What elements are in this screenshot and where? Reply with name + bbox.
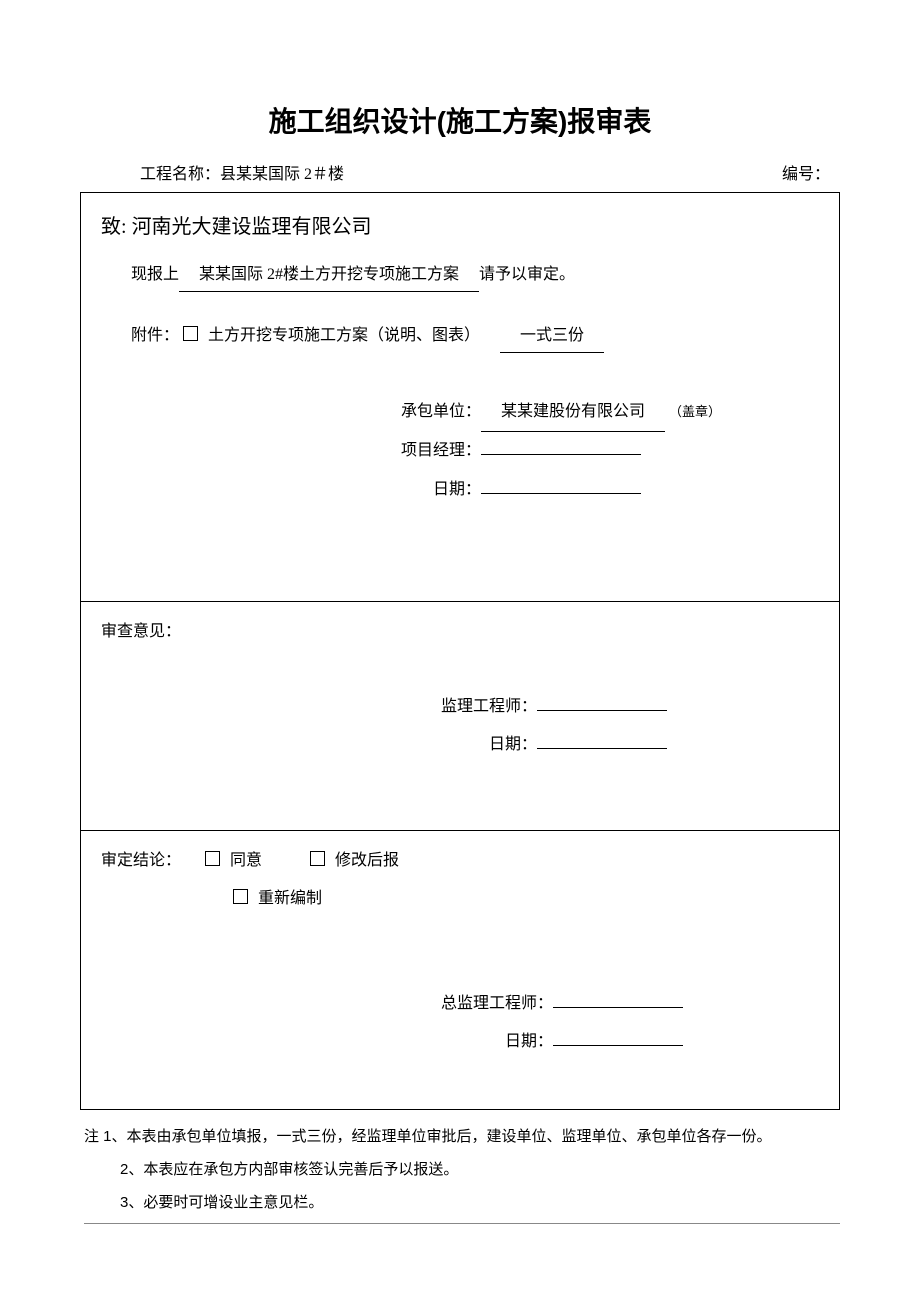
conclusion-heading: 审定结论：: [101, 852, 181, 869]
contractor-name: 某某建股份有限公司: [481, 393, 665, 432]
report-content: 某某国际 2#楼土方开挖专项施工方案: [179, 259, 479, 292]
date-label-1: 日期：: [433, 481, 481, 498]
date-line-3: 日期：: [441, 1023, 819, 1061]
chief-sign-block: 总监理工程师： 日期：: [101, 985, 819, 1062]
date-line-1: 日期：: [401, 471, 819, 509]
chief-label: 总监理工程师：: [441, 995, 553, 1012]
report-line: 现报上 某某国际 2#楼土方开挖专项施工方案 请予以审定。: [101, 259, 819, 292]
conclusion-row1: 审定结论： 同意 修改后报: [101, 845, 819, 877]
opt-revise: 修改后报: [335, 852, 399, 869]
date-blank-1[interactable]: [481, 477, 641, 494]
opt-redo: 重新编制: [258, 890, 322, 907]
checkbox-redo[interactable]: [233, 889, 248, 904]
date-blank-2[interactable]: [537, 732, 667, 749]
attach-text: 土方开挖专项施工方案（说明、图表）: [208, 327, 480, 344]
addressee-line: 致: 河南光大建设监理有限公司: [101, 207, 819, 247]
chief-blank[interactable]: [553, 991, 683, 1008]
header-row: 工程名称：县某某国际 2＃楼 编号：: [80, 160, 840, 192]
bottom-rule: [84, 1223, 840, 1224]
note-1: 注 1、本表由承包单位填报，一式三份，经监理单位审批后，建设单位、监理单位、承包…: [84, 1120, 840, 1153]
review-sign-block: 监理工程师： 日期：: [101, 688, 819, 765]
contractor-line: 承包单位： 某某建股份有限公司 （盖章）: [401, 393, 819, 432]
contractor-label: 承包单位：: [401, 403, 481, 420]
project-label: 工程名称：: [140, 166, 220, 183]
chief-line: 总监理工程师：: [441, 985, 819, 1023]
pm-line: 项目经理：: [401, 432, 819, 470]
section-submission: 致: 河南光大建设监理有限公司 现报上 某某国际 2#楼土方开挖专项施工方案 请…: [81, 193, 840, 602]
attach-label: 附件：: [101, 320, 179, 352]
attach-copies: 一式三份: [500, 320, 604, 353]
checkbox-attachment[interactable]: [183, 326, 198, 341]
report-suffix: 请予以审定。: [479, 266, 575, 283]
stamp-note: （盖章）: [669, 404, 721, 419]
form-table: 致: 河南光大建设监理有限公司 现报上 某某国际 2#楼土方开挖专项施工方案 请…: [80, 192, 840, 1110]
section-conclusion: 审定结论： 同意 修改后报 重新编制 总监理工程师： 日期：: [81, 831, 840, 1110]
date-label-3: 日期：: [505, 1033, 553, 1050]
to-prefix: 致:: [101, 216, 127, 238]
engineer-blank[interactable]: [537, 694, 667, 711]
pm-label: 项目经理：: [401, 442, 481, 459]
serial-label: 编号：: [782, 160, 830, 184]
checkbox-revise[interactable]: [310, 851, 325, 866]
note-3: 3、必要时可增设业主意见栏。: [84, 1186, 840, 1219]
date-blank-3[interactable]: [553, 1029, 683, 1046]
checkbox-agree[interactable]: [205, 851, 220, 866]
engineer-label: 监理工程师：: [441, 698, 537, 715]
form-title: 施工组织设计(施工方案)报审表: [80, 100, 840, 140]
note-2: 2、本表应在承包方内部审核签认完善后予以报送。: [84, 1153, 840, 1186]
conclusion-row2: 重新编制: [101, 883, 819, 915]
pm-blank[interactable]: [481, 438, 641, 455]
contractor-sign-block: 承包单位： 某某建股份有限公司 （盖章） 项目经理： 日期：: [101, 393, 819, 509]
review-heading: 审查意见：: [101, 616, 819, 648]
section-review: 审查意见： 监理工程师： 日期：: [81, 602, 840, 831]
footnotes: 注 1、本表由承包单位填报，一式三份，经监理单位审批后，建设单位、监理单位、承包…: [80, 1120, 840, 1224]
date-line-2: 日期：: [441, 726, 819, 764]
project-name: 县某某国际 2＃楼: [220, 166, 344, 183]
project-name-field: 工程名称：县某某国际 2＃楼: [140, 160, 344, 184]
to-company: 河南光大建设监理有限公司: [132, 216, 372, 238]
opt-agree: 同意: [230, 852, 262, 869]
engineer-line: 监理工程师：: [441, 688, 819, 726]
page: 施工组织设计(施工方案)报审表 工程名称：县某某国际 2＃楼 编号： 致: 河南…: [0, 0, 920, 1302]
report-prefix: 现报上: [101, 259, 179, 291]
date-label-2: 日期：: [489, 736, 537, 753]
attachment-line: 附件： 土方开挖专项施工方案（说明、图表） 一式三份: [101, 320, 819, 353]
